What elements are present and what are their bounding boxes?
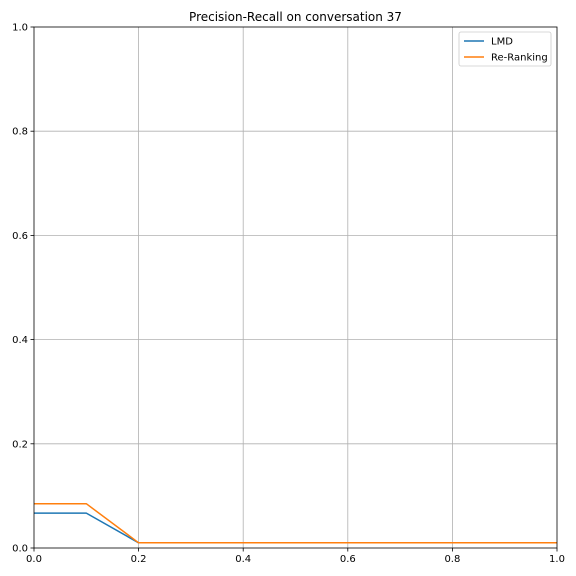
- plot-area-frame: [33, 26, 558, 549]
- y-tick-label: 1.0: [12, 23, 28, 34]
- x-tick-label: 0.2: [131, 554, 147, 565]
- y-tick-label: 0.0: [12, 544, 28, 555]
- y-tick-label: 0.8: [12, 127, 28, 138]
- legend-label-lmd: LMD: [491, 37, 513, 48]
- grid: [34, 27, 557, 548]
- x-tick-label: 1.0: [549, 554, 565, 565]
- y-tick-label: 0.4: [12, 335, 28, 346]
- series-lines: [34, 502, 557, 544]
- legend-label-re-ranking: Re-Ranking: [491, 53, 548, 64]
- x-tick-label: 0.8: [444, 554, 460, 565]
- x-tick-label: 0.0: [26, 554, 42, 565]
- x-tick-label: 0.6: [340, 554, 356, 565]
- x-tick-label: 0.4: [235, 554, 251, 565]
- y-tick-label: 0.2: [12, 439, 28, 450]
- series-line-re-ranking: [34, 502, 557, 544]
- axes-ticks: 0.0 0.2 0.4 0.6 0.8 1.0 0.0 0.2 0.4 0.6 0.8 1.0: [12, 23, 565, 566]
- chart-title: Precision-Recall on conversation 37: [189, 10, 402, 24]
- y-tick-label: 0.6: [12, 231, 28, 242]
- legend: LMD Re-Ranking: [458, 31, 552, 67]
